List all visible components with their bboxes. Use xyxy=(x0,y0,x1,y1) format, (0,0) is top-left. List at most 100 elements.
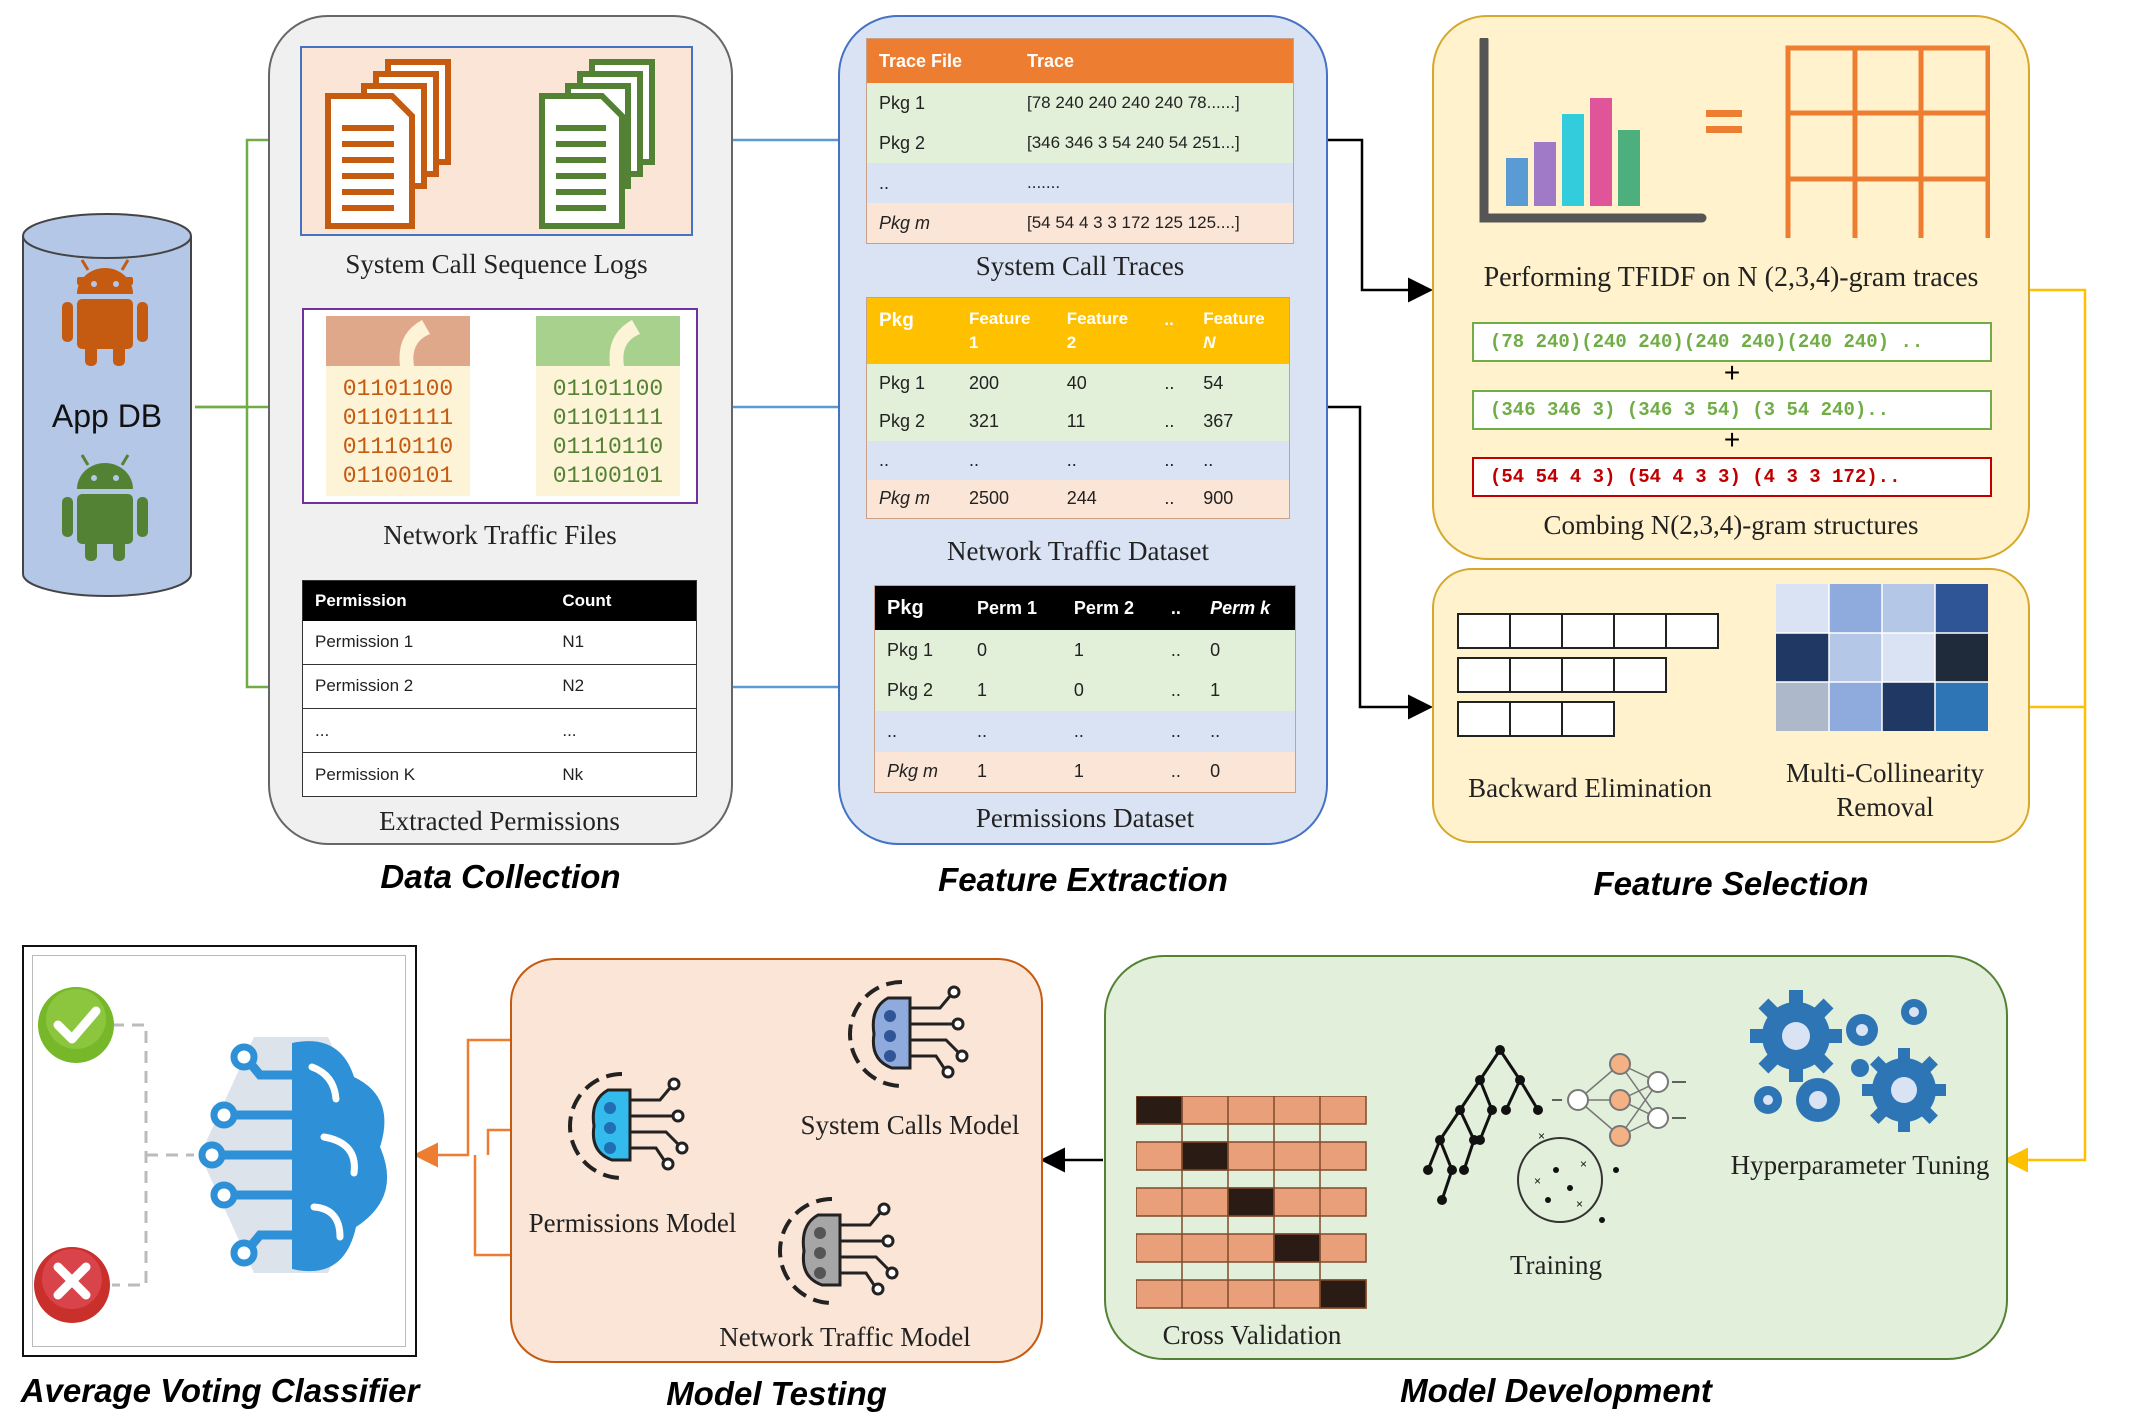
table-cell: .. xyxy=(879,172,890,193)
gram-3-box: (346 346 3) (346 3 54) (3 54 240).. xyxy=(1472,390,1992,430)
table-cell: 0 xyxy=(977,639,988,660)
table-cell: 200 xyxy=(969,372,1000,393)
table-header: Count xyxy=(562,591,612,610)
table-cell: .. xyxy=(1170,761,1181,782)
training-icon: × × × × xyxy=(1423,1045,1686,1223)
data-collection-title: Data Collection xyxy=(380,858,621,895)
table-cell: 244 xyxy=(1066,488,1097,509)
binary-line: 01101100 xyxy=(342,376,454,402)
permissions-dataset-table: Pkg Perm 1 Perm 2 .. Perm k Pkg 1 0 1.. 0 P… xyxy=(874,585,1296,793)
backward-elimination-caption: Backward Elimination xyxy=(1468,773,1712,803)
table-cell: .. xyxy=(1210,720,1221,741)
table-cell: 2500 xyxy=(969,488,1010,509)
table-cell: 1 xyxy=(1210,680,1221,701)
table-header: Trace File xyxy=(879,50,963,71)
table-header: Pkg xyxy=(879,310,914,331)
table-cell: 11 xyxy=(1066,411,1086,432)
table-cell: .. xyxy=(969,449,980,470)
binary-line: 01101111 xyxy=(342,405,454,431)
permissions-model-label: Permissions Model xyxy=(528,1208,737,1238)
document-stack-icon xyxy=(325,59,655,229)
table-header: Trace xyxy=(1027,50,1075,71)
table-header: Feature N xyxy=(1203,309,1265,352)
table-header: Feature 1 xyxy=(969,309,1031,352)
gram-4-box: (54 54 4 3) (54 4 3 3) (4 3 3 172).. xyxy=(1472,457,1992,497)
extracted-permissions-table: Permission Count Permission 1 N1 Permissi… xyxy=(302,580,697,797)
backward-elimination-icon xyxy=(1457,613,1719,737)
table-cell: Pkg m xyxy=(879,212,931,233)
table-cell: 1 xyxy=(977,680,988,701)
table-cell: Pkg 2 xyxy=(879,132,926,153)
feature-extraction-title: Feature Extraction xyxy=(938,861,1228,898)
network-dataset-table: Pkg Feature 1 Feature 2 .. Feature N Pkg 1 2… xyxy=(866,297,1290,519)
binary-file-orange: 01101100 01101111 01110110 01100101 xyxy=(326,316,470,496)
extracted-permissions-caption: Extracted Permissions xyxy=(379,806,620,836)
cross-icon xyxy=(34,1247,110,1323)
binary-line: 01100101 xyxy=(552,463,664,489)
network-traffic-model-label: Network Traffic Model xyxy=(719,1322,971,1352)
hyperparameter-gears-icon xyxy=(1750,990,1946,1132)
table-header: Perm k xyxy=(1210,597,1271,618)
table-cell: .. xyxy=(1066,449,1077,470)
table-cell: Pkg 2 xyxy=(887,680,934,701)
voting-classifier-title: Average Voting Classifier xyxy=(20,1372,420,1409)
table-cell: Pkg m xyxy=(879,488,931,509)
binary-file-green: 01101100 01101111 01110110 01100101 xyxy=(536,316,680,496)
table-cell: .. xyxy=(1170,680,1181,701)
system-calls-model-label: System Calls Model xyxy=(800,1110,1020,1140)
svg-text:×: × xyxy=(1576,1197,1583,1211)
table-cell: [54 54 4 3 3 172 125 125....] xyxy=(1027,213,1240,232)
binary-line: 01110110 xyxy=(342,434,454,460)
check-icon xyxy=(38,987,114,1063)
training-caption: Training xyxy=(1509,1250,1603,1280)
tfidf-chart-icon xyxy=(1479,38,1990,238)
app-db-cylinder xyxy=(22,213,192,597)
table-cell: Pkg 1 xyxy=(887,639,934,660)
table-cell: Permission K xyxy=(315,764,416,784)
plus-sign: + xyxy=(1723,424,1741,455)
binary-line: 01101100 xyxy=(552,376,664,402)
table-cell: 1 xyxy=(977,761,988,782)
table-cell: .. xyxy=(977,720,988,741)
network-traffic-model-icon xyxy=(778,1197,899,1305)
bar-icon xyxy=(1590,98,1612,206)
feature-selection-title: Feature Selection xyxy=(1593,865,1869,902)
android-green-icon xyxy=(62,454,148,561)
network-files-box: 01101100 01101111 01110110 01100101 0110… xyxy=(302,308,698,504)
table-cell: 1 xyxy=(1073,639,1084,660)
permissions-dataset-caption: Permissions Dataset xyxy=(975,803,1195,833)
file-header-green-icon xyxy=(536,316,680,366)
svg-text:×: × xyxy=(1538,1129,1545,1143)
feature-extraction-panel xyxy=(838,15,1328,845)
system-calls-model-icon xyxy=(848,980,969,1088)
table-cell: [346 346 3 54 240 54 251...] xyxy=(1027,133,1240,152)
syscall-traces-table: Trace File Trace Pkg 1 [78 240 240 240 24… xyxy=(866,38,1294,244)
cross-validation-icon xyxy=(1136,1096,1367,1309)
table-cell: Pkg m xyxy=(887,761,939,782)
table-cell: Nk xyxy=(562,764,584,784)
table-cell: ... xyxy=(315,720,330,740)
table-cell: Permission 2 xyxy=(315,676,414,696)
table-cell: 1 xyxy=(1073,761,1084,782)
table-cell: 321 xyxy=(969,411,1000,432)
table-header: Perm 2 xyxy=(1073,597,1134,618)
table-cell: 367 xyxy=(1203,411,1234,432)
table-header: Pkg xyxy=(887,596,924,619)
table-cell: 0 xyxy=(1073,680,1084,701)
brain-circuit-icon xyxy=(198,1041,388,1272)
combine-caption: Combing N(2,3,4)-gram structures xyxy=(1543,510,1919,540)
bar-icon xyxy=(1506,158,1528,206)
binary-line: 01100101 xyxy=(342,463,454,489)
table-cell: .. xyxy=(1164,488,1175,509)
table-cell: 0 xyxy=(1210,761,1221,782)
syscall-traces-caption: System Call Traces xyxy=(975,251,1185,281)
table-cell: Pkg 1 xyxy=(879,92,926,113)
voting-classifier-box xyxy=(22,945,417,1357)
table-cell: .. xyxy=(1164,449,1175,470)
model-testing-title: Model Testing xyxy=(666,1375,887,1412)
table-cell: .. xyxy=(1164,411,1175,432)
table-cell: [78 240 240 240 240 78......] xyxy=(1027,93,1240,112)
table-cell: Pkg 2 xyxy=(879,411,926,432)
android-orange-icon xyxy=(62,259,148,366)
voting-brain-illustration xyxy=(34,987,388,1323)
